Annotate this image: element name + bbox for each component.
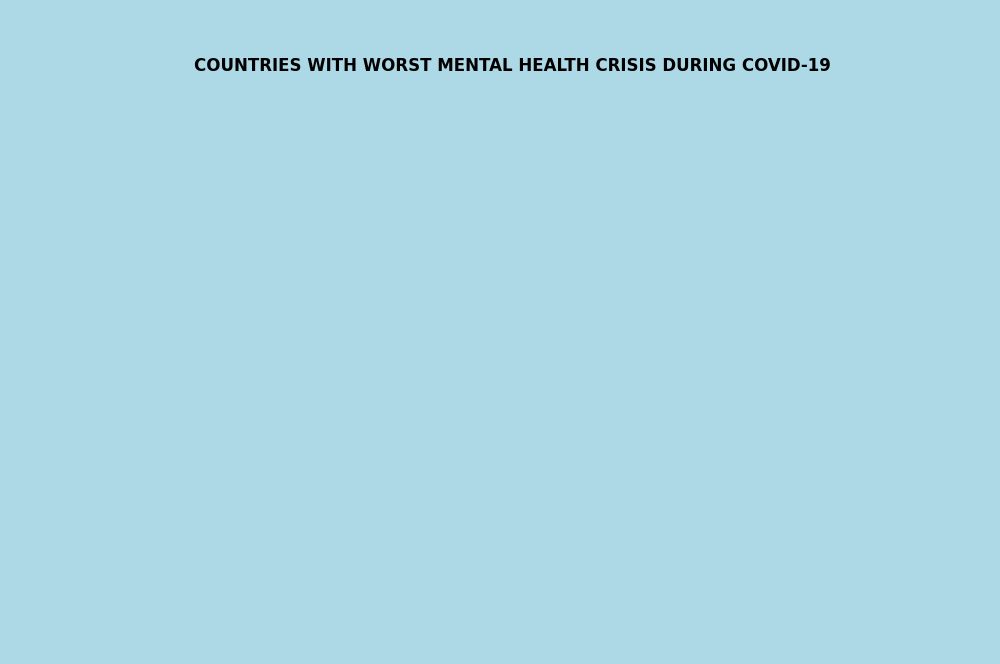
Title: COUNTRIES WITH WORST MENTAL HEALTH CRISIS DURING COVID-19: COUNTRIES WITH WORST MENTAL HEALTH CRISI…	[194, 57, 831, 75]
